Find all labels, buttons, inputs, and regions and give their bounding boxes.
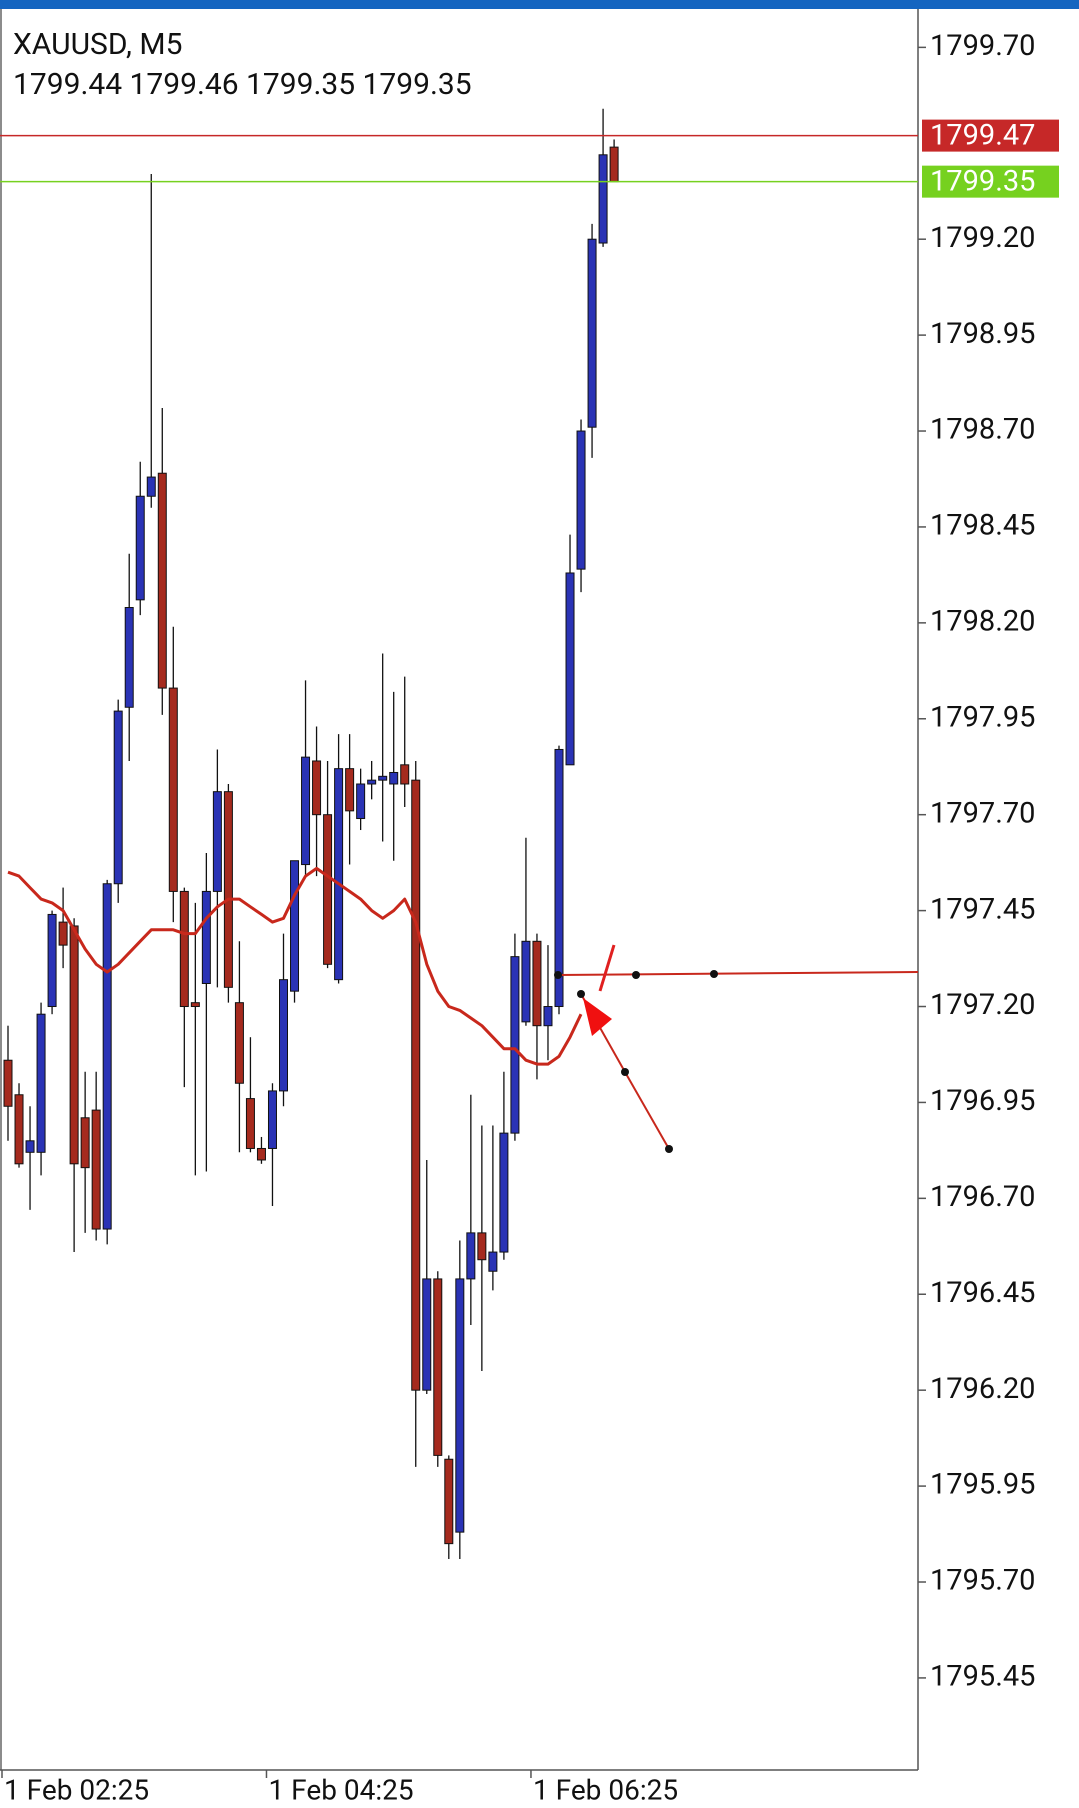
candle-body bbox=[433, 1278, 443, 1456]
candle-body bbox=[422, 1278, 432, 1391]
y-tick-label: 1795.45 bbox=[930, 1660, 1035, 1694]
candle-body bbox=[565, 572, 575, 766]
chart-title: XAUUSD, M5 bbox=[13, 27, 182, 62]
drawing-dot bbox=[621, 1068, 629, 1076]
y-tick-label: 1796.45 bbox=[930, 1276, 1035, 1310]
candle-body bbox=[532, 940, 542, 1027]
candle-body bbox=[223, 791, 233, 988]
candle-body bbox=[102, 883, 112, 1230]
top-bar bbox=[0, 0, 1079, 9]
candle-body bbox=[80, 1117, 90, 1169]
drawing-line bbox=[598, 944, 616, 992]
candle-body bbox=[146, 476, 156, 497]
candle-body bbox=[455, 1278, 465, 1533]
candle-body bbox=[301, 756, 311, 866]
candle-body bbox=[201, 890, 211, 984]
candle-body bbox=[290, 860, 300, 992]
candle-body bbox=[14, 1094, 24, 1165]
candle-body bbox=[356, 783, 366, 820]
candles bbox=[3, 108, 619, 1559]
candle-body bbox=[554, 748, 564, 1008]
candle-body bbox=[444, 1458, 454, 1545]
y-tick-label: 1795.70 bbox=[930, 1564, 1035, 1598]
y-tick-label: 1798.70 bbox=[930, 413, 1035, 447]
drawing-dot bbox=[665, 1145, 673, 1153]
candle-body bbox=[499, 1132, 509, 1253]
drawing-dot bbox=[632, 971, 640, 979]
candle-body bbox=[587, 238, 597, 428]
candle-body bbox=[135, 495, 145, 601]
candle-body bbox=[488, 1251, 498, 1272]
price-tag-label: 1799.47 bbox=[930, 118, 1035, 152]
candle-body bbox=[190, 1002, 200, 1008]
y-tick-label: 1797.45 bbox=[930, 892, 1035, 926]
candle-body bbox=[400, 764, 410, 785]
candle-body bbox=[256, 1147, 266, 1161]
candle-body bbox=[234, 1002, 244, 1084]
arrow-icon bbox=[583, 998, 612, 1036]
candle-body bbox=[47, 913, 57, 1008]
y-tick-label: 1797.95 bbox=[930, 700, 1035, 734]
candle-body bbox=[576, 430, 586, 570]
candle-body bbox=[521, 940, 531, 1023]
candle-body bbox=[510, 956, 520, 1134]
candle-body bbox=[267, 1090, 277, 1149]
candle-body bbox=[389, 771, 399, 785]
candle-body bbox=[58, 921, 68, 946]
candle-body bbox=[168, 687, 178, 892]
x-tick-label: 1 Feb 06:25 bbox=[533, 1773, 678, 1806]
y-tick-label: 1795.95 bbox=[930, 1468, 1035, 1502]
moving-average-line bbox=[7, 866, 583, 1066]
y-tick-label: 1798.45 bbox=[930, 509, 1035, 543]
y-tick-label: 1799.20 bbox=[930, 221, 1035, 255]
candle-body bbox=[179, 890, 189, 1008]
candle-body bbox=[345, 768, 355, 812]
price-tag bbox=[922, 119, 1059, 152]
drawing-dot bbox=[554, 971, 562, 979]
x-tick-label: 1 Feb 04:25 bbox=[268, 1773, 413, 1806]
candle-body bbox=[3, 1059, 13, 1107]
candle-body bbox=[69, 925, 79, 1165]
candle-body bbox=[598, 154, 608, 244]
y-tick-label: 1796.20 bbox=[930, 1372, 1035, 1406]
candle-body bbox=[279, 979, 288, 1092]
candle-body bbox=[411, 779, 421, 1391]
y-tick-label: 1796.70 bbox=[930, 1180, 1035, 1214]
price-tag-label: 1799.35 bbox=[930, 164, 1035, 198]
candle-body bbox=[312, 760, 322, 816]
candle-body bbox=[367, 779, 377, 785]
candle-body bbox=[334, 768, 344, 981]
y-tick-label: 1798.95 bbox=[930, 317, 1035, 351]
drawing-dot bbox=[577, 990, 585, 998]
ohlc-readout: 1799.44 1799.46 1799.35 1799.35 bbox=[13, 67, 472, 102]
candle-body bbox=[36, 1013, 46, 1153]
candle-body bbox=[323, 814, 333, 965]
price-tag bbox=[922, 165, 1059, 198]
candle-body bbox=[543, 1006, 553, 1027]
candle-body bbox=[378, 775, 388, 781]
y-tick-label: 1799.70 bbox=[930, 29, 1035, 63]
candle-body bbox=[113, 710, 123, 885]
candle-body bbox=[157, 472, 167, 689]
candle-body bbox=[212, 791, 222, 892]
candle-body bbox=[91, 1109, 101, 1230]
candle-body bbox=[477, 1232, 487, 1261]
drawing-line bbox=[557, 971, 919, 976]
forecast-drawing bbox=[554, 944, 919, 1153]
drawing-dot bbox=[710, 970, 718, 978]
y-tick-label: 1796.95 bbox=[930, 1084, 1035, 1118]
candle-body bbox=[466, 1232, 476, 1280]
candle-body bbox=[609, 146, 619, 183]
candle-body bbox=[25, 1140, 35, 1153]
x-tick-label: 1 Feb 02:25 bbox=[4, 1773, 149, 1806]
candle-body bbox=[245, 1098, 255, 1149]
candle-body bbox=[124, 607, 134, 708]
y-tick-label: 1798.20 bbox=[930, 605, 1035, 639]
y-tick-label: 1797.70 bbox=[930, 796, 1035, 830]
y-tick-label: 1797.20 bbox=[930, 988, 1035, 1022]
